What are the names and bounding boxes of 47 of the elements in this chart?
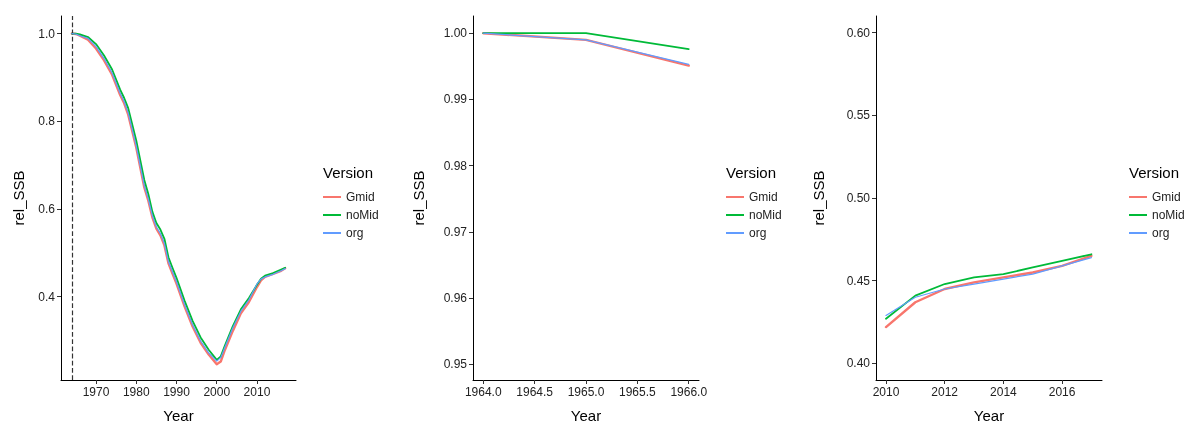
x-tick-label: 2014 bbox=[990, 385, 1018, 399]
x-tick-label: 1964.0 bbox=[464, 385, 502, 399]
legend-title: Version bbox=[323, 164, 374, 181]
y-tick-label: 1.00 bbox=[443, 26, 468, 41]
x-tick-label: 1965.0 bbox=[567, 385, 605, 399]
y-tick-label: 0.95 bbox=[443, 357, 468, 372]
x-tick-label: 1966.0 bbox=[670, 385, 708, 399]
y-axis-title: rel_SSB bbox=[10, 170, 27, 226]
x-tick-label: 1980 bbox=[122, 385, 150, 399]
legend-label: Gmid bbox=[1152, 190, 1181, 204]
legend-label: org bbox=[1152, 226, 1170, 240]
x-tick-label: 2012 bbox=[931, 385, 959, 399]
x-tick-label: 2010 bbox=[243, 385, 271, 399]
x-tick-label: 2016 bbox=[1048, 385, 1076, 399]
y-tick-label: 0.8 bbox=[38, 114, 56, 129]
legend-label: noMid bbox=[749, 208, 782, 222]
legend-label: Gmid bbox=[346, 190, 375, 204]
y-tick-label: 0.96 bbox=[443, 290, 468, 305]
x-tick-label: 2010 bbox=[872, 385, 900, 399]
y-tick-label: 0.98 bbox=[443, 158, 468, 173]
y-tick-label: 0.50 bbox=[846, 191, 871, 205]
legend-label: Gmid bbox=[749, 190, 778, 204]
x-tick-label: 2000 bbox=[203, 385, 231, 399]
legend-title: Version bbox=[1129, 164, 1180, 181]
y-tick-label: 0.99 bbox=[443, 92, 468, 107]
legend-label: noMid bbox=[346, 208, 379, 222]
y-tick-label: 1.0 bbox=[38, 26, 56, 41]
x-tick-label: 1970 bbox=[82, 385, 110, 399]
x-axis-title: Year bbox=[973, 407, 1005, 424]
legend-label: noMid bbox=[1152, 208, 1185, 222]
y-tick-label: 0.6 bbox=[38, 201, 56, 216]
y-tick-label: 0.45 bbox=[846, 273, 871, 288]
y-tick-label: 0.60 bbox=[846, 25, 871, 40]
y-axis-title: rel_SSB bbox=[410, 170, 427, 226]
y-tick-label: 0.97 bbox=[443, 224, 468, 239]
legend-label: org bbox=[346, 226, 364, 240]
x-axis-title: Year bbox=[163, 407, 194, 424]
x-tick-label: 1965.5 bbox=[619, 385, 657, 399]
y-tick-label: 0.55 bbox=[846, 108, 871, 123]
x-tick-label: 1990 bbox=[163, 385, 191, 399]
y-tick-label: 0.4 bbox=[38, 289, 56, 304]
x-axis-title: Year bbox=[570, 407, 602, 424]
legend-title: Version bbox=[726, 164, 777, 181]
y-axis-title: rel_SSB bbox=[810, 170, 827, 226]
legend-label: org bbox=[749, 226, 767, 240]
y-tick-label: 0.40 bbox=[846, 356, 871, 371]
x-tick-label: 1964.5 bbox=[516, 385, 554, 399]
